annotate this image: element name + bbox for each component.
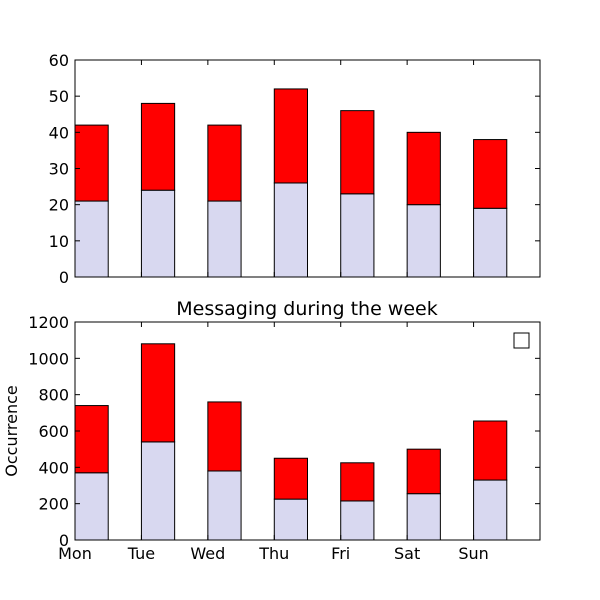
chart-bottom-bar-sat-series-0 xyxy=(406,493,441,541)
chart-bottom-xtick-label-mon: Mon xyxy=(58,544,92,563)
chart-top-bar-fri-series-0 xyxy=(340,193,375,278)
chart-bottom-xtick-label-sun: Sun xyxy=(458,544,488,563)
chart-top-ytick-label: 50 xyxy=(49,87,69,106)
chart-bottom-bar-sat-series-1 xyxy=(406,448,441,495)
chart-bottom-xtick-label-sat: Sat xyxy=(394,544,420,563)
chart-bottom-xtick-label-tue: Tue xyxy=(127,544,155,563)
chart-top-bar-tue-series-1 xyxy=(140,102,176,191)
chart-bottom-ytick-label: 800 xyxy=(38,386,69,405)
chart-bottom-bar-mon-series-0 xyxy=(74,472,109,541)
chart-top-bar-fri-series-1 xyxy=(340,110,375,195)
chart-bottom-ytick-label: 600 xyxy=(38,422,69,441)
chart-top-bar-thu-series-0 xyxy=(273,182,308,278)
chart-top-bar-wed-series-1 xyxy=(207,124,242,202)
chart-bottom-ytick-label: 1200 xyxy=(28,313,69,332)
chart-bottom-bar-thu-series-0 xyxy=(273,498,308,541)
chart-bottom-bar-mon-series-1 xyxy=(74,405,109,474)
chart-bottom-title: Messaging during the week xyxy=(176,298,437,320)
chart-top-bar-sat-series-1 xyxy=(406,131,441,206)
chart-bottom-bar-sun-series-0 xyxy=(473,479,508,541)
chart-top-bar-mon-series-0 xyxy=(74,200,109,278)
chart-bottom-bar-tue-series-1 xyxy=(140,343,176,443)
chart-top-bar-sun-series-0 xyxy=(473,207,508,278)
chart-top-ytick-label: 40 xyxy=(49,123,69,142)
chart-bottom-bar-wed-series-0 xyxy=(207,470,242,541)
chart-bottom-ytick-label: 400 xyxy=(38,458,69,477)
chart-top-bar-wed-series-0 xyxy=(207,200,242,278)
chart-bottom-ytick-label: 1000 xyxy=(28,349,69,368)
chart-top-ytick-label: 30 xyxy=(49,160,69,179)
chart-top-ytick-label: 10 xyxy=(49,232,69,251)
chart-bottom-bar-tue-series-0 xyxy=(140,441,176,541)
chart-top: 0 10 20 30 40 50 60 xyxy=(49,51,541,287)
chart-bottom-bar-wed-series-1 xyxy=(207,401,242,472)
chart-bottom: Messaging during the week Occurrence 0 20… xyxy=(2,298,541,563)
chart-top-bar-mon-series-1 xyxy=(74,124,109,202)
chart-bottom-ylabel: Occurrence xyxy=(2,385,21,476)
chart-bottom-bar-fri-series-1 xyxy=(340,462,375,502)
chart-bottom-ytick-label: 0 xyxy=(59,531,69,550)
chart-top-bar-tue-series-0 xyxy=(140,189,176,278)
chart-top-ytick-label: 60 xyxy=(49,51,69,70)
chart-bottom-legend-box xyxy=(513,332,530,349)
chart-bottom-bar-thu-series-1 xyxy=(273,457,308,500)
chart-top-ytick-label: 0 xyxy=(59,268,69,287)
chart-top-bar-thu-series-1 xyxy=(273,88,308,184)
chart-top-bar-sat-series-0 xyxy=(406,204,441,278)
chart-top-ytick-label: 20 xyxy=(49,196,69,215)
chart-bottom-ytick-label: 200 xyxy=(38,495,69,514)
chart-bottom-bar-sun-series-1 xyxy=(473,420,508,481)
chart-bottom-xtick-label-wed: Wed xyxy=(190,544,225,563)
chart-bottom-xtick-label-thu: Thu xyxy=(258,544,289,563)
chart-top-bar-sun-series-1 xyxy=(473,139,508,209)
chart-bottom-bar-fri-series-0 xyxy=(340,500,375,541)
chart-bottom-xtick-label-fri: Fri xyxy=(331,544,350,563)
